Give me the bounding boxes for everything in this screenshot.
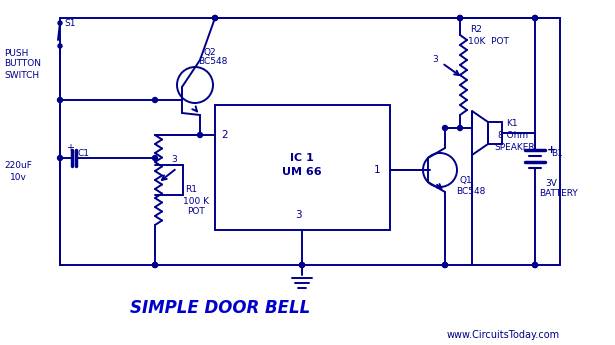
- Circle shape: [533, 16, 538, 20]
- Text: BC548: BC548: [456, 187, 485, 196]
- Text: 3: 3: [171, 156, 177, 165]
- Circle shape: [58, 44, 62, 48]
- Circle shape: [153, 156, 157, 160]
- Circle shape: [458, 16, 462, 20]
- Text: BUTTON: BUTTON: [4, 59, 41, 69]
- Circle shape: [213, 16, 218, 20]
- Text: PUSH: PUSH: [4, 49, 28, 58]
- Text: Q2: Q2: [203, 49, 216, 58]
- Text: C1: C1: [78, 148, 90, 158]
- Circle shape: [153, 263, 157, 267]
- Circle shape: [443, 263, 448, 267]
- Text: R2: R2: [470, 26, 482, 34]
- Text: Q1: Q1: [460, 176, 473, 185]
- Text: SIMPLE DOOR BELL: SIMPLE DOOR BELL: [130, 299, 310, 317]
- Circle shape: [213, 16, 218, 20]
- Text: 3V: 3V: [545, 178, 557, 187]
- Text: SPEAKER: SPEAKER: [494, 142, 534, 151]
- Text: 10v: 10v: [10, 172, 27, 181]
- Text: UM 66: UM 66: [282, 167, 322, 177]
- Circle shape: [533, 263, 538, 267]
- Text: B1: B1: [551, 149, 563, 158]
- Circle shape: [300, 263, 304, 267]
- Text: SWITCH: SWITCH: [4, 70, 39, 79]
- Text: IC 1: IC 1: [290, 153, 314, 163]
- Text: 3: 3: [432, 56, 438, 65]
- Circle shape: [443, 263, 448, 267]
- Text: www.CircuitsToday.com: www.CircuitsToday.com: [447, 330, 560, 340]
- Text: 8 Ohm: 8 Ohm: [498, 131, 528, 140]
- Bar: [215, 105, 390, 230]
- Text: BATTERY: BATTERY: [539, 189, 577, 198]
- Circle shape: [57, 156, 63, 160]
- Circle shape: [443, 126, 448, 130]
- Circle shape: [458, 126, 462, 130]
- Text: +: +: [66, 143, 74, 153]
- Circle shape: [153, 263, 157, 267]
- Text: 3: 3: [295, 210, 301, 220]
- Text: 10K  POT: 10K POT: [468, 37, 509, 46]
- Text: 2: 2: [221, 130, 228, 140]
- Circle shape: [533, 263, 538, 267]
- Text: POT: POT: [187, 207, 205, 217]
- Circle shape: [58, 21, 62, 25]
- Circle shape: [153, 98, 157, 102]
- Circle shape: [300, 263, 304, 267]
- Circle shape: [197, 132, 202, 138]
- Circle shape: [458, 16, 462, 20]
- Text: +: +: [547, 145, 556, 155]
- Circle shape: [533, 16, 538, 20]
- Text: K1: K1: [506, 118, 518, 128]
- Bar: [488, 122, 502, 144]
- Text: 220uF: 220uF: [4, 161, 32, 170]
- Text: R1: R1: [185, 186, 197, 195]
- Text: S1: S1: [64, 19, 76, 28]
- Text: BC548: BC548: [198, 58, 228, 67]
- Text: 1: 1: [374, 165, 381, 175]
- Circle shape: [57, 98, 63, 102]
- Text: 100 K: 100 K: [183, 197, 209, 206]
